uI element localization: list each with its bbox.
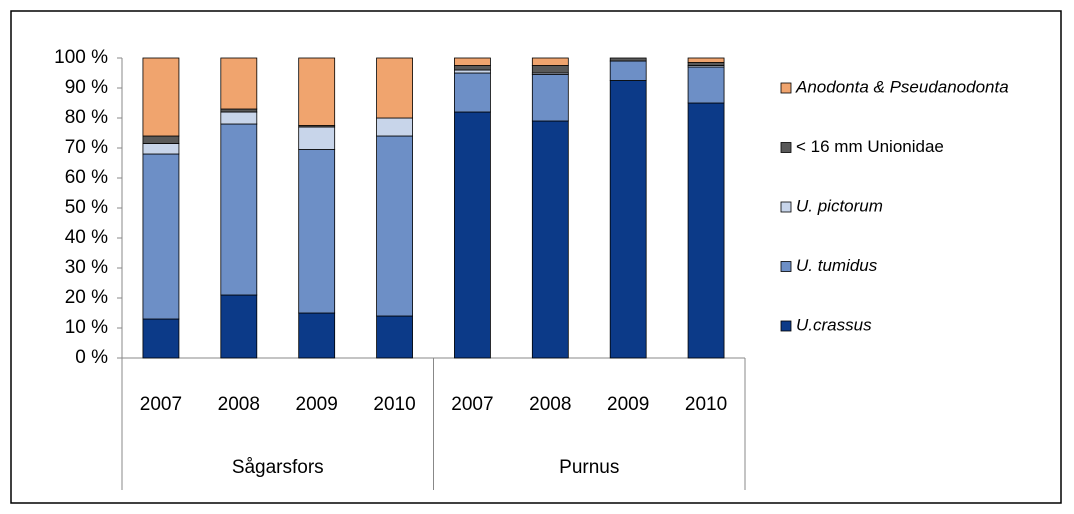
legend-label: Anodonta & Pseudanodonta	[795, 77, 1009, 96]
bar-segment	[142, 143, 180, 155]
bar-segment	[298, 312, 336, 359]
x-tick-label: 2009	[607, 394, 649, 415]
y-tick-label: 0 %	[75, 347, 108, 368]
bar-segment	[376, 135, 413, 317]
bar-segment	[687, 102, 725, 359]
bar-segment	[142, 57, 180, 137]
x-tick-label: 2009	[296, 394, 338, 415]
x-tick-label: 2008	[529, 394, 571, 415]
y-tick-label: 30 %	[65, 257, 108, 278]
y-tick-label: 90 %	[65, 77, 108, 98]
bar-segment	[220, 57, 258, 110]
bar-segment	[454, 65, 491, 71]
bar-segment	[531, 57, 569, 66]
y-tick-label: 50 %	[65, 197, 108, 218]
group-label: Purnus	[559, 457, 619, 478]
group-label: Sågarsfors	[232, 457, 324, 478]
bar-segment	[220, 123, 258, 296]
x-tick-label: 2008	[218, 394, 260, 415]
bar-segment	[298, 126, 336, 150]
x-tick-label: 2007	[140, 394, 182, 415]
bar-segment	[220, 294, 258, 359]
y-tick-label: 40 %	[65, 227, 108, 248]
bar-segment	[687, 62, 725, 66]
x-tick-label: 2010	[373, 394, 415, 415]
bar-segment	[531, 65, 569, 74]
bar-segment	[376, 315, 413, 359]
y-tick-label: 80 %	[65, 107, 108, 128]
bar-segment	[220, 108, 258, 113]
bar-segment	[454, 57, 491, 66]
bar-segment	[454, 72, 491, 113]
legend-swatch	[780, 142, 792, 153]
bar-segment	[220, 111, 258, 125]
bar-segment	[376, 117, 413, 137]
bar-segment	[609, 80, 647, 359]
bar-segment	[687, 57, 725, 63]
bar-segment	[687, 66, 725, 104]
legend-swatch	[780, 261, 792, 272]
bar-segment	[142, 318, 180, 359]
legend-swatch	[780, 201, 792, 213]
bar-segment	[298, 57, 336, 126]
bar-segment	[298, 149, 336, 314]
legend-label: < 16 mm Unionidae	[796, 137, 944, 156]
bar-segment	[376, 57, 413, 119]
y-tick-label: 70 %	[65, 137, 108, 158]
y-tick-label: 60 %	[65, 167, 108, 188]
legend-label: U. pictorum	[796, 196, 883, 215]
y-tick-label: 20 %	[65, 287, 108, 308]
legend-label: U.crassus	[796, 315, 872, 334]
bar-segment	[609, 57, 647, 62]
bar-segment	[531, 120, 569, 359]
bar-segment	[142, 135, 180, 144]
bar-segment	[531, 74, 569, 122]
legend-label: U. tumidus	[796, 256, 878, 275]
y-tick-label: 100 %	[54, 47, 108, 68]
legend-swatch	[780, 320, 792, 332]
bar-segment	[609, 60, 647, 81]
x-tick-label: 2010	[685, 394, 727, 415]
bar-segment	[454, 69, 491, 74]
legend-swatch	[780, 82, 792, 94]
x-tick-label: 2007	[451, 394, 493, 415]
bar-segment	[454, 111, 491, 359]
y-tick-label: 10 %	[65, 317, 108, 338]
bar-segment	[142, 153, 180, 320]
